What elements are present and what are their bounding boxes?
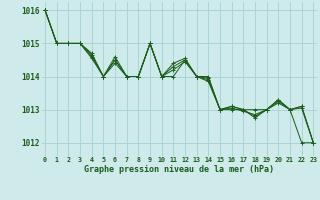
X-axis label: Graphe pression niveau de la mer (hPa): Graphe pression niveau de la mer (hPa) — [84, 165, 274, 174]
